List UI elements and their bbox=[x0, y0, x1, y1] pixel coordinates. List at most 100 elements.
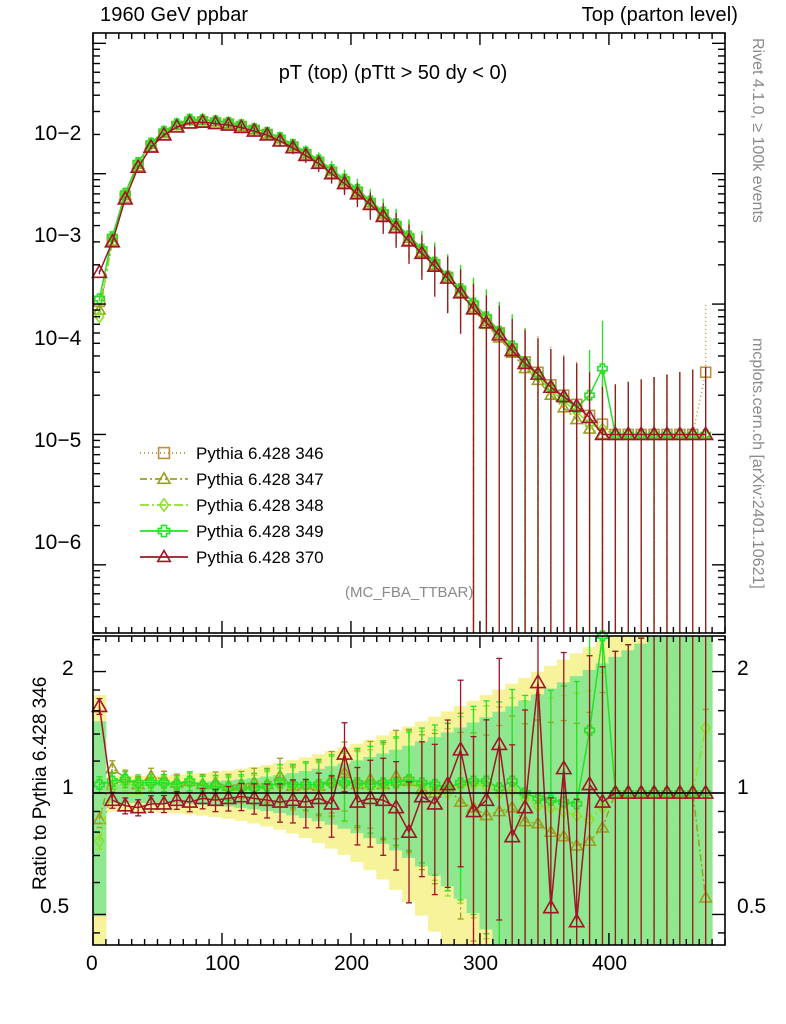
data-marker bbox=[338, 777, 351, 789]
data-marker bbox=[361, 789, 379, 805]
data-marker bbox=[168, 791, 186, 807]
data-marker bbox=[155, 794, 173, 810]
legend-swatch-marker-3[interactable] bbox=[157, 524, 171, 538]
data-marker bbox=[542, 898, 560, 914]
data-marker bbox=[390, 218, 402, 229]
data-marker bbox=[116, 190, 134, 205]
data-marker bbox=[145, 137, 157, 149]
xtick-label: 100 bbox=[205, 952, 241, 975]
page-title: pT (top) (pTtt > 50 dy < 0) bbox=[278, 62, 508, 84]
analysis-watermark: (MC_FBA_TTBAR) bbox=[345, 584, 474, 601]
legend-label-4: Pythia 6.428 370 bbox=[196, 548, 324, 567]
data-marker bbox=[297, 793, 315, 808]
data-marker bbox=[94, 833, 105, 849]
data-marker bbox=[480, 775, 492, 787]
legend-label-0: Pythia 6.428 346 bbox=[196, 444, 324, 463]
data-marker bbox=[439, 775, 457, 791]
data-marker bbox=[416, 243, 428, 255]
data-marker bbox=[377, 206, 389, 218]
data-marker bbox=[284, 139, 302, 154]
data-marker bbox=[206, 791, 225, 807]
data-marker bbox=[632, 784, 650, 799]
data-marker bbox=[374, 207, 392, 223]
data-marker bbox=[390, 777, 402, 789]
ytick-text: 10−5 bbox=[34, 429, 82, 452]
data-marker bbox=[477, 791, 495, 807]
data-marker bbox=[529, 673, 547, 689]
legend-swatch-marker-0[interactable] bbox=[157, 446, 171, 460]
data-marker bbox=[697, 784, 715, 799]
data-marker bbox=[297, 146, 315, 162]
data-marker bbox=[364, 195, 376, 207]
ytick-label: 10−5 bbox=[34, 429, 81, 453]
data-marker bbox=[310, 154, 328, 170]
ytick-label: 10−2 bbox=[34, 122, 81, 146]
data-marker bbox=[503, 341, 521, 357]
legend-swatch-marker-2[interactable] bbox=[158, 497, 170, 513]
legend-label-3: Pythia 6.428 349 bbox=[196, 522, 324, 541]
data-marker bbox=[619, 425, 637, 441]
data-marker bbox=[607, 425, 624, 441]
series-line-ratio bbox=[99, 635, 706, 805]
data-marker bbox=[429, 778, 441, 791]
data-marker bbox=[529, 365, 547, 380]
data-marker bbox=[454, 777, 467, 789]
legend-label-2: Pythia 6.428 348 bbox=[196, 496, 324, 515]
data-marker bbox=[429, 256, 441, 268]
data-marker bbox=[132, 157, 144, 168]
data-marker bbox=[568, 397, 585, 412]
data-marker bbox=[403, 230, 415, 242]
data-marker bbox=[387, 219, 405, 234]
data-marker bbox=[455, 282, 466, 294]
data-marker bbox=[116, 796, 134, 812]
data-marker bbox=[145, 777, 157, 789]
ytick-text: 10−3 bbox=[34, 224, 82, 247]
data-marker bbox=[106, 775, 118, 787]
data-marker bbox=[335, 744, 354, 760]
data-marker bbox=[349, 185, 366, 200]
data-marker bbox=[119, 773, 131, 786]
data-marker bbox=[245, 789, 263, 805]
data-marker bbox=[132, 778, 144, 794]
legend-swatch-marker-1[interactable] bbox=[156, 471, 172, 485]
data-marker bbox=[403, 773, 415, 786]
data-marker bbox=[352, 183, 363, 195]
ratio-band-stat bbox=[92, 636, 713, 945]
data-marker bbox=[506, 775, 518, 787]
data-marker bbox=[323, 794, 341, 810]
data-marker bbox=[339, 173, 350, 185]
data-marker bbox=[142, 138, 160, 153]
data-marker bbox=[197, 780, 209, 792]
data-marker bbox=[555, 759, 573, 775]
series-line-main bbox=[98, 121, 706, 436]
data-marker bbox=[326, 777, 338, 789]
data-marker bbox=[426, 794, 444, 810]
data-marker bbox=[413, 787, 431, 803]
data-marker bbox=[465, 300, 482, 315]
data-marker bbox=[452, 284, 469, 299]
data-marker bbox=[400, 823, 418, 839]
data-marker bbox=[220, 116, 237, 131]
ytick-text: 10−2 bbox=[34, 122, 82, 145]
data-marker bbox=[119, 187, 131, 199]
data-marker bbox=[284, 791, 302, 807]
data-marker bbox=[374, 791, 392, 807]
xtick-label: 300 bbox=[463, 952, 499, 975]
data-marker bbox=[571, 798, 583, 810]
data-marker bbox=[684, 784, 702, 799]
data-marker bbox=[584, 389, 595, 401]
xtick-label: 0 bbox=[86, 952, 98, 975]
data-marker bbox=[184, 775, 196, 787]
data-marker bbox=[348, 793, 366, 808]
data-marker bbox=[181, 793, 199, 808]
data-marker bbox=[274, 777, 286, 789]
series-line-ratio bbox=[98, 682, 706, 922]
data-marker bbox=[271, 793, 289, 808]
header-right: Top (parton level) bbox=[581, 4, 738, 26]
data-marker bbox=[258, 126, 276, 141]
data-marker bbox=[594, 425, 611, 441]
legend-swatch-marker-4[interactable] bbox=[156, 548, 172, 563]
data-marker bbox=[103, 791, 121, 807]
data-marker bbox=[300, 778, 312, 791]
data-marker bbox=[464, 802, 483, 818]
